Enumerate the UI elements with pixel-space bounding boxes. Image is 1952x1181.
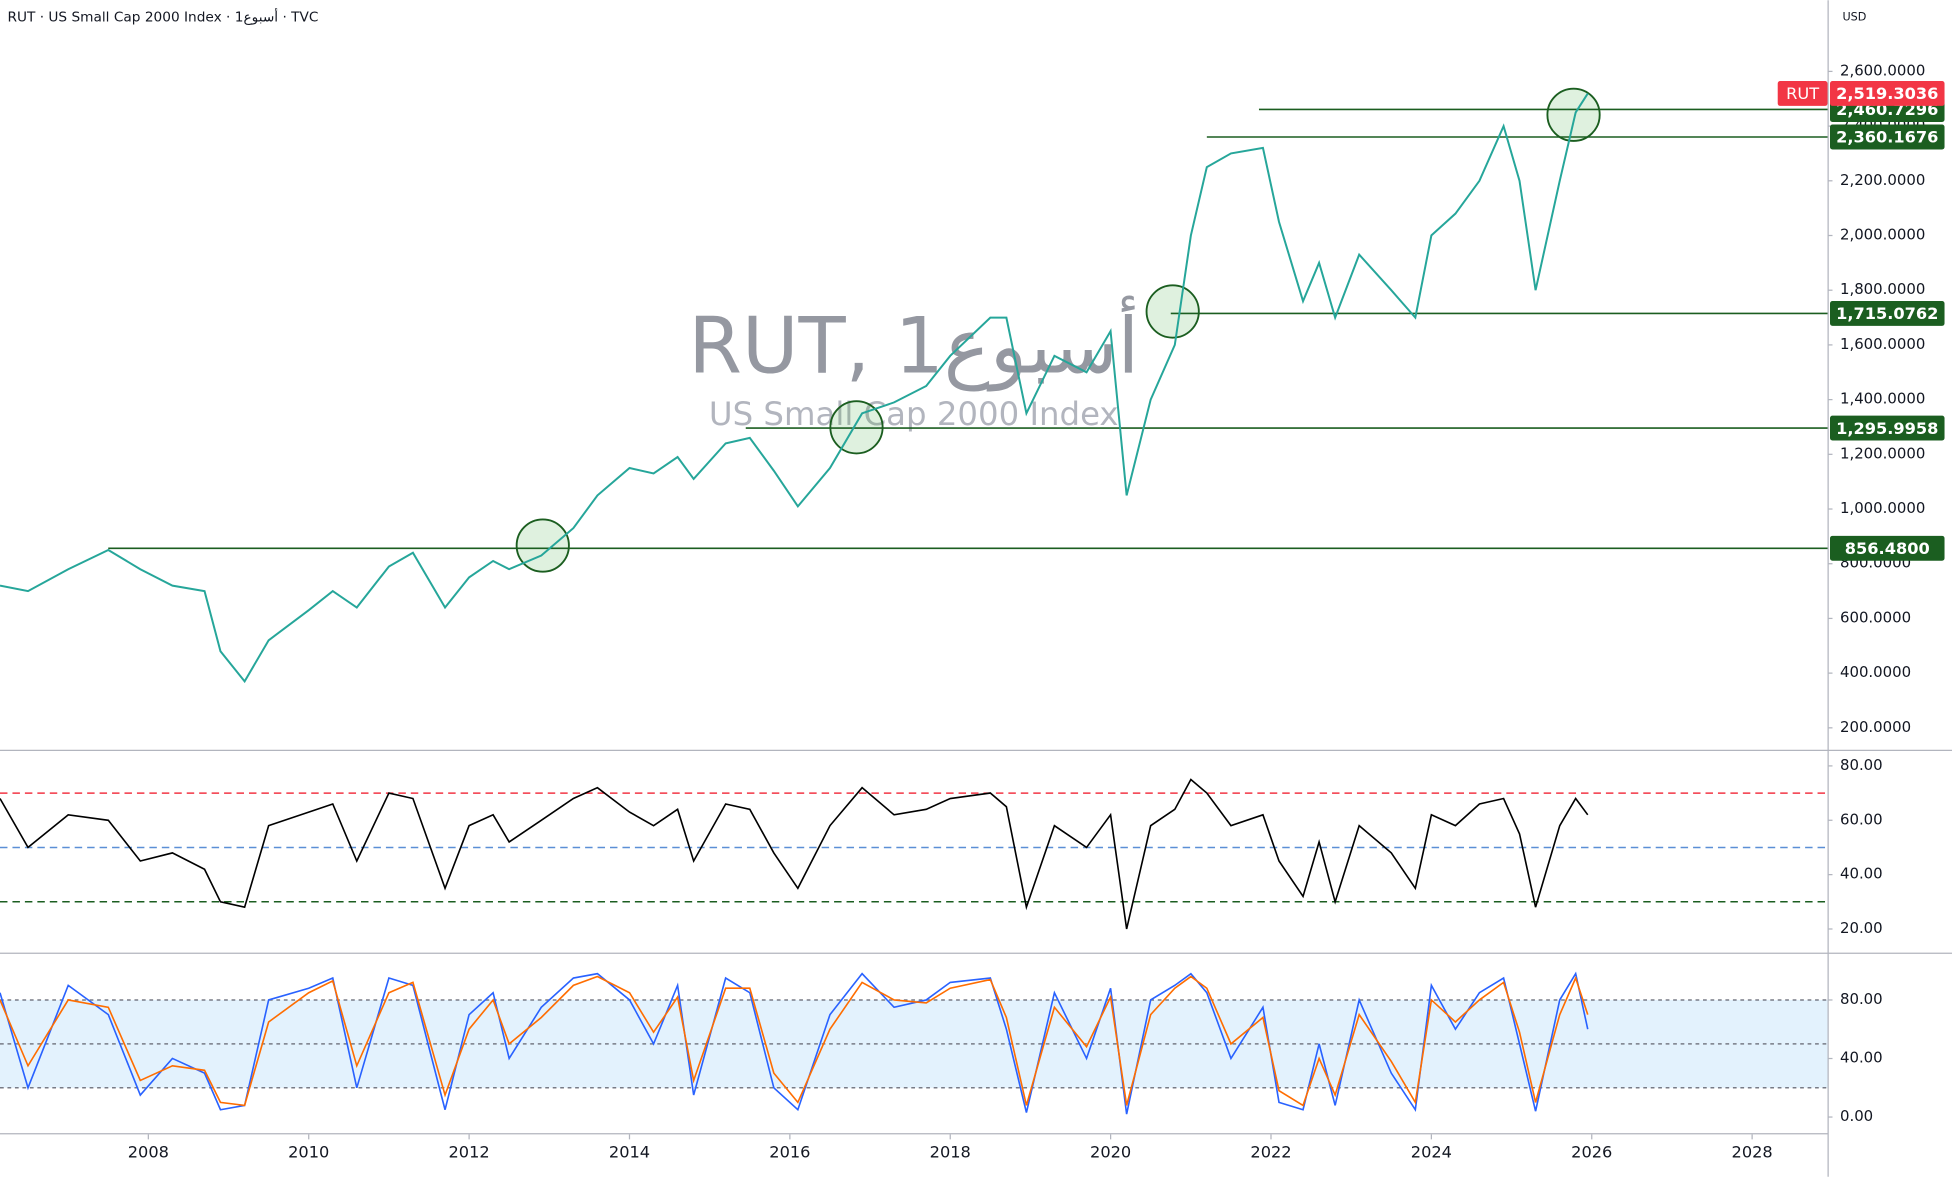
y-tick-label: 2,600.0000 — [1840, 61, 1925, 79]
price-badge — [1830, 81, 1945, 106]
y-tick-label: 1,200.0000 — [1840, 444, 1925, 462]
symbol-badge — [1777, 81, 1828, 106]
symbol-label: RUT — [1786, 84, 1819, 103]
level-badge — [1830, 124, 1945, 150]
series-line — [0, 778, 1589, 930]
y-tick-label: 1,800.0000 — [1840, 280, 1925, 298]
series-line — [0, 975, 1589, 1107]
highlight-circle — [1546, 87, 1601, 142]
y-tick-label: 80.00 — [1840, 756, 1883, 774]
y-tick-label: 2,200.0000 — [1840, 171, 1925, 189]
y-tick-label: 20.00 — [1840, 919, 1883, 937]
y-tick-label: 600.0000 — [1840, 608, 1911, 626]
level-badge — [1830, 300, 1945, 326]
watermark-title: RUT, 1أسبوع — [688, 295, 1139, 391]
level-badge — [1830, 415, 1945, 441]
level-label: 856.4800 — [1845, 539, 1930, 558]
x-tick-label: 2018 — [930, 1143, 971, 1162]
x-tick-label: 2024 — [1411, 1143, 1452, 1162]
level-label: 2,360.1676 — [1836, 128, 1938, 147]
watermark-subtitle: US Small Cap 2000 Index — [709, 395, 1119, 433]
x-tick-label: 2026 — [1571, 1143, 1612, 1162]
chart-title: RUT · US Small Cap 2000 Index · 1أسبوع ·… — [7, 8, 318, 26]
level-badge — [1830, 535, 1945, 561]
y-tick-label: 80.00 — [1840, 990, 1883, 1008]
currency: USD — [1842, 11, 1866, 24]
x-tick-label: 2012 — [449, 1143, 490, 1162]
y-tick-label: 1,000.0000 — [1840, 499, 1925, 517]
y-tick-label: 40.00 — [1840, 1049, 1883, 1067]
x-tick-label: 2016 — [769, 1143, 810, 1162]
x-tick-label: 2022 — [1250, 1143, 1291, 1162]
x-tick-label: 2028 — [1732, 1143, 1773, 1162]
highlight-circle — [1145, 284, 1200, 339]
price-label: 2,519.3036 — [1836, 84, 1938, 103]
x-tick-label: 2014 — [609, 1143, 650, 1162]
level-label: 1,295.9958 — [1836, 419, 1938, 438]
y-tick-label: 0.00 — [1840, 1107, 1873, 1125]
y-tick-label: 1,400.0000 — [1840, 390, 1925, 408]
highlight-circle — [515, 518, 570, 573]
drawings — [515, 87, 1601, 573]
x-tick-label: 2020 — [1090, 1143, 1131, 1162]
watermark: RUT, 1أسبوع US Small Cap 2000 Index — [688, 295, 1139, 433]
y-tick-label: 2,000.0000 — [1840, 226, 1925, 244]
series-line — [0, 92, 1589, 684]
y-tick-label: 400.0000 — [1840, 663, 1911, 681]
y-tick-label: 40.00 — [1840, 865, 1883, 883]
y-tick-label: 200.0000 — [1840, 718, 1911, 736]
y-tick-label: 60.00 — [1840, 810, 1883, 828]
y-tick-label: 1,600.0000 — [1840, 335, 1925, 353]
level-label: 1,715.0762 — [1836, 304, 1938, 323]
x-tick-label: 2008 — [128, 1143, 169, 1162]
x-tick-label: 2010 — [288, 1143, 329, 1162]
